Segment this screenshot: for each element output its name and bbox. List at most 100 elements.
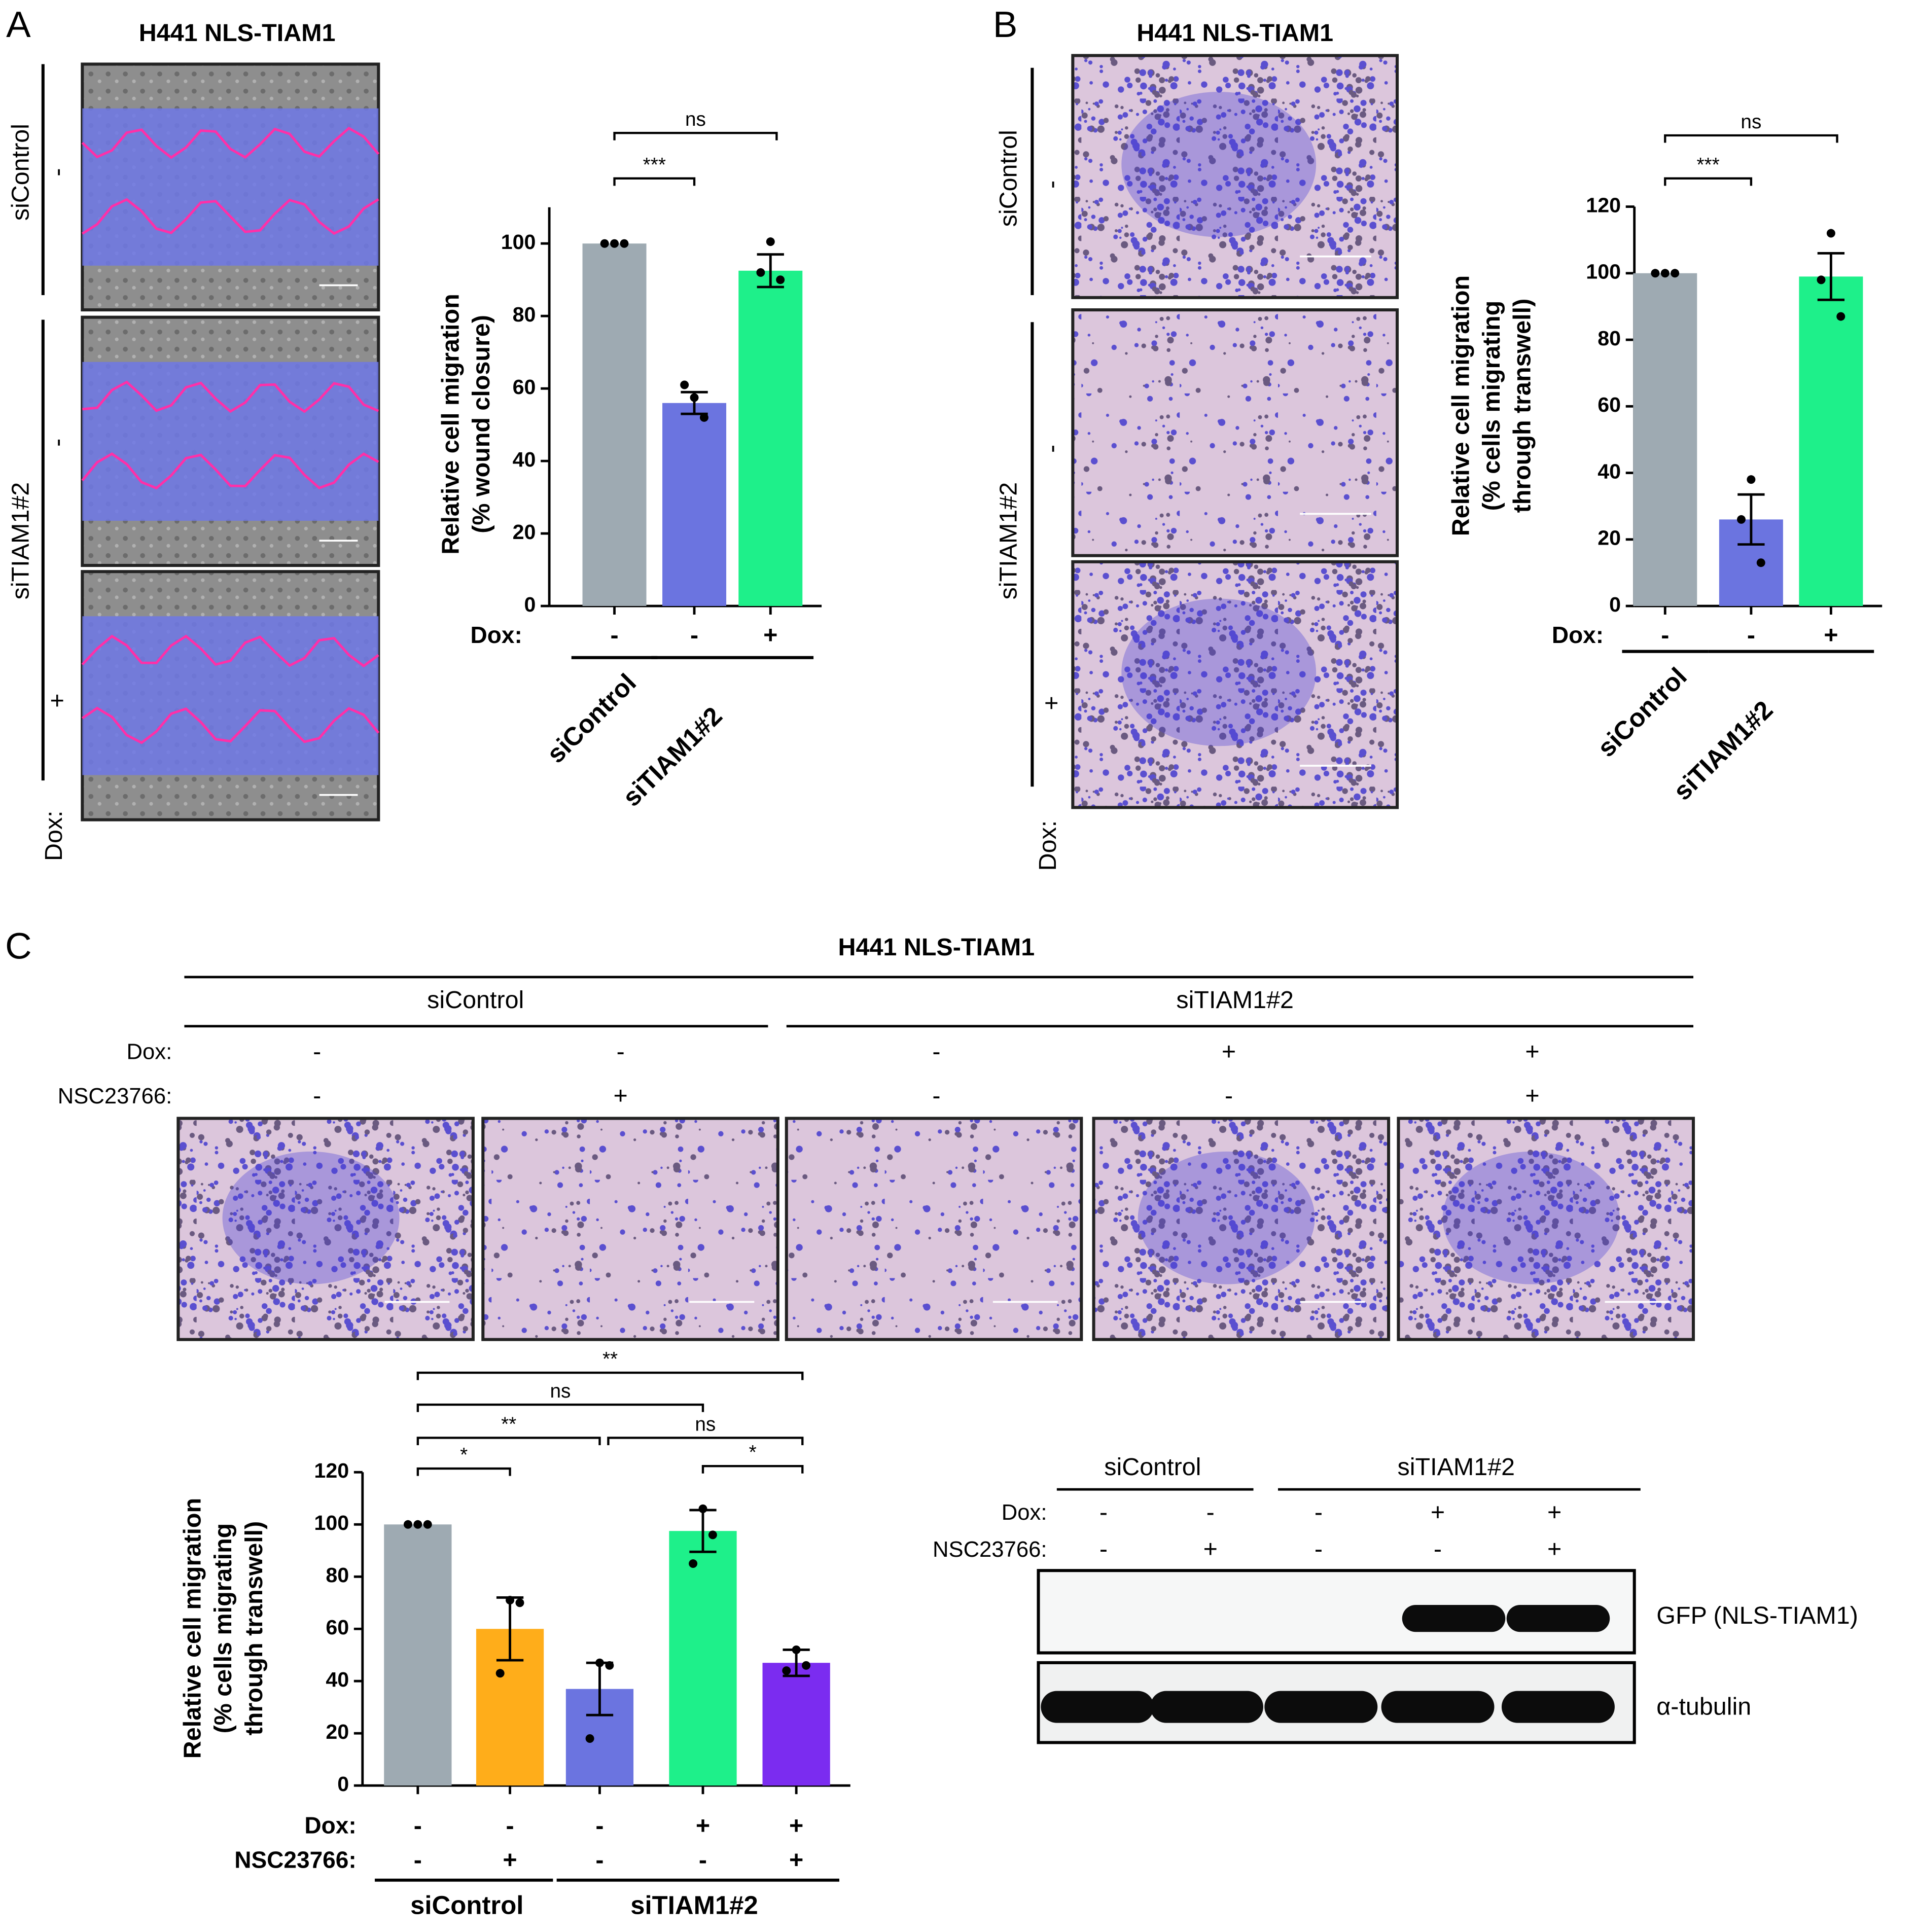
blot-band: [1150, 1691, 1263, 1723]
y-tick-label: 20: [326, 1720, 349, 1743]
data-point: [620, 239, 629, 248]
row-label: Dox:: [1552, 622, 1604, 648]
row-value: -: [1225, 1082, 1233, 1110]
row-label: Dox:: [471, 622, 522, 648]
row-label: siTIAM1#2: [7, 482, 34, 600]
y-tick-label: 80: [326, 1563, 349, 1587]
panel-label: B: [993, 4, 1017, 45]
blot-band: [1502, 1691, 1615, 1723]
group-label: siControl: [410, 1891, 523, 1920]
row-value: -: [1315, 1535, 1323, 1563]
group-label: siControl: [427, 986, 524, 1014]
row-value: -: [414, 1812, 422, 1839]
dox-value: -: [44, 439, 71, 447]
row-value: +: [763, 621, 777, 649]
bar: [1799, 276, 1863, 606]
row-value: -: [690, 621, 698, 649]
band-label: GFP (NLS-TIAM1): [1656, 1602, 1858, 1629]
row-value: -: [1099, 1498, 1108, 1526]
panel-label: A: [6, 4, 31, 45]
panel-title: H441 NLS-TIAM1: [1137, 19, 1333, 47]
row-label: NSC23766:: [58, 1084, 172, 1108]
significance-bracket: [1664, 177, 1753, 186]
row-value: +: [1222, 1038, 1236, 1065]
significance-label: *: [749, 1442, 757, 1463]
row-value: +: [614, 1082, 628, 1110]
micrograph-cluster: [1442, 1151, 1620, 1284]
row-label: NSC23766:: [234, 1847, 356, 1873]
significance-bracket: [613, 177, 696, 186]
data-point: [1737, 515, 1746, 524]
significance-bracket: [416, 1437, 601, 1445]
y-axis-label: (% cells migrating: [1478, 301, 1505, 511]
significance-bracket: [416, 1467, 511, 1476]
data-point: [708, 1530, 717, 1540]
row-value: -: [610, 621, 618, 649]
row-value: -: [1434, 1535, 1442, 1563]
significance-label: **: [501, 1413, 516, 1435]
group-label: siTIAM1#2: [1176, 986, 1294, 1014]
data-point: [1660, 269, 1670, 278]
row-value: -: [932, 1038, 940, 1065]
blot-band: [1264, 1691, 1378, 1723]
bar: [384, 1524, 452, 1786]
dox-value: +: [1038, 696, 1065, 710]
y-tick-label: 60: [1598, 393, 1621, 416]
y-tick-label: 100: [1586, 260, 1621, 283]
blot-band: [1041, 1691, 1154, 1723]
group-label: siTIAM1#2: [1667, 695, 1778, 806]
row-label: siControl: [995, 130, 1022, 227]
row-value: -: [1315, 1498, 1323, 1526]
y-axis-label: Relative cell migration: [437, 294, 464, 554]
significance-bracket: [613, 131, 778, 140]
row-value: +: [503, 1846, 517, 1874]
significance-label: **: [602, 1348, 618, 1370]
data-point: [689, 1559, 698, 1568]
data-point: [1756, 558, 1765, 567]
data-point: [756, 268, 765, 277]
data-point: [423, 1520, 432, 1529]
error-bar: [1817, 252, 1845, 301]
row-value: -: [699, 1846, 707, 1874]
dox-label: Dox:: [1034, 820, 1061, 871]
micrograph: [785, 1117, 1083, 1341]
data-point: [1747, 475, 1756, 484]
y-tick-label: 80: [1598, 327, 1621, 350]
y-axis-label: Relative cell migration: [179, 1498, 206, 1759]
group-label: siControl: [1104, 1453, 1201, 1481]
bar: [1633, 273, 1697, 606]
row-label: Dox:: [1002, 1500, 1047, 1525]
wound-edge: [82, 380, 379, 413]
group-label: siTIAM1#2: [617, 701, 728, 812]
data-point: [698, 1504, 707, 1513]
dox-value: -: [1038, 445, 1065, 453]
row-value: -: [932, 1082, 940, 1110]
dox-value: -: [44, 168, 71, 176]
data-point: [680, 380, 689, 389]
y-axis-label: (% wound closure): [468, 315, 495, 533]
row-value: -: [1099, 1535, 1108, 1563]
data-point: [610, 239, 619, 248]
dox-value: +: [44, 693, 71, 707]
significance-label: ns: [695, 1413, 716, 1435]
row-value: +: [1203, 1535, 1218, 1563]
data-point: [605, 1661, 614, 1670]
cell-area: [82, 108, 379, 266]
significance-bracket: [607, 1437, 804, 1445]
y-tick-label: 80: [513, 303, 536, 326]
group-label: siControl: [1592, 662, 1692, 762]
y-axis-label: through transwell): [240, 1521, 268, 1736]
significance-label: ns: [1741, 111, 1761, 133]
cell-area: [82, 616, 379, 775]
data-point: [1836, 312, 1845, 321]
micrograph-cluster: [1121, 598, 1317, 746]
row-value: +: [1525, 1082, 1539, 1110]
y-tick-label: 60: [513, 375, 536, 399]
row-value: +: [789, 1846, 803, 1874]
significance-label: ***: [643, 154, 666, 176]
dox-value: -: [1038, 181, 1065, 189]
y-tick-label: 120: [1586, 193, 1621, 217]
wound-edge: [81, 706, 380, 744]
cell-area: [82, 362, 379, 521]
